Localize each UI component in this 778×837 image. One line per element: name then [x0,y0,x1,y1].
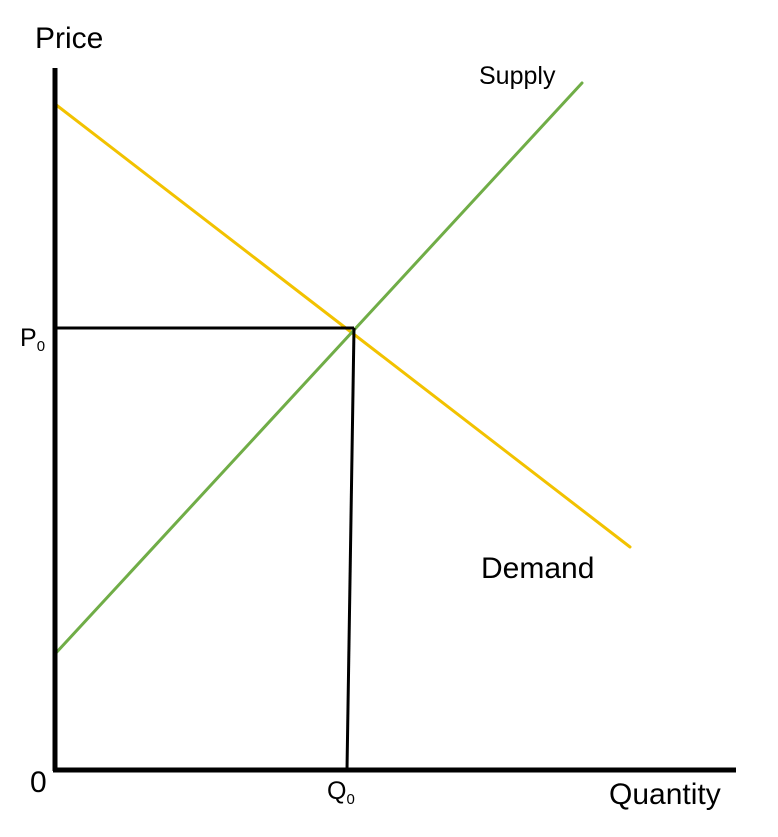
p0-label-main: P [20,324,37,352]
y-axis-title: Price [35,22,103,55]
supply-label: Supply [479,62,556,90]
p0-label-sub: 0 [37,338,45,355]
q0-label-sub: 0 [346,791,354,808]
q0-label-main: Q [327,777,346,805]
origin-label: 0 [30,766,47,799]
demand-curve [53,102,632,549]
q0-guide-line [345,327,356,771]
supply-curve [53,81,584,656]
x-axis-title: Quantity [609,778,721,811]
q0-label: Q0 [327,777,355,808]
demand-label: Demand [481,552,594,585]
p0-label: P0 [20,324,45,355]
